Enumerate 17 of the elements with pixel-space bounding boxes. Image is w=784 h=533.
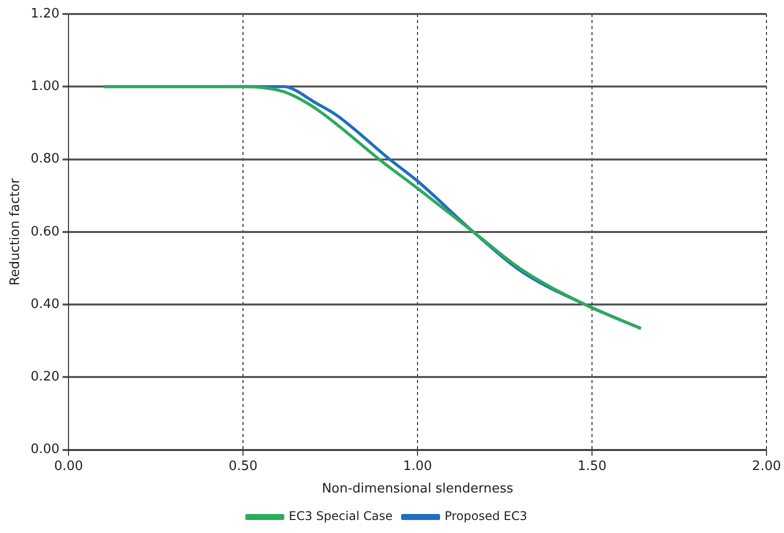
y-tick-label: 0.20 [30,370,60,385]
x-tick-label: 0.00 [54,458,84,474]
line-series [102,85,642,330]
y-axis-title: Reduction factor [8,178,24,286]
legend-label: EC3 Special Case [288,509,393,524]
x-tick-label: 2.00 [752,458,782,474]
x-axis-title: Non-dimensional slenderness [322,482,514,497]
y-tick-label: 0.00 [30,442,60,458]
x-tick-label: 1.50 [578,458,607,474]
y-tick-label: 0.40 [30,296,60,312]
y-tick-label: 0.60 [30,224,60,240]
y-tick-label: 0.80 [30,152,60,167]
y-tick-label: 1.00 [30,79,60,94]
y-tick-label: 1.20 [30,6,60,22]
x-tick-label: 1.00 [403,458,432,474]
x-tick-label: 0.50 [228,458,258,474]
legend-label: Proposed EC3 [444,509,528,524]
